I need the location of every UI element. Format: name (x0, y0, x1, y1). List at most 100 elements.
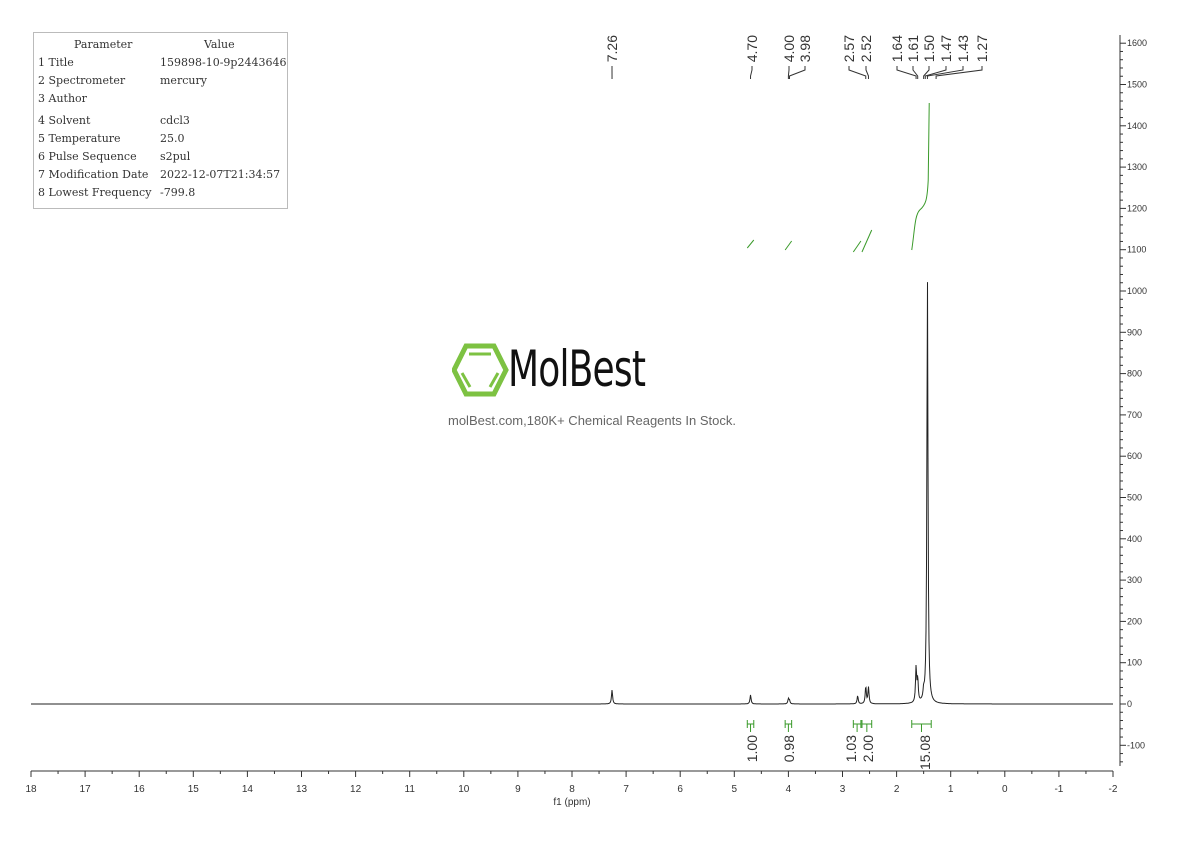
peak-label: 1.43 (955, 35, 971, 62)
x-tick-label: 16 (134, 784, 146, 795)
x-tick-label: 4 (786, 784, 792, 795)
param-value: 25.0 (160, 132, 185, 145)
param-value: mercury (160, 74, 207, 87)
molbest-logo-icon (452, 343, 509, 397)
y-tick-label: 1500 (1127, 80, 1147, 90)
param-value: s2pul (160, 150, 191, 163)
x-tick-label: 10 (458, 784, 470, 795)
x-tick-label: 6 (677, 784, 683, 795)
x-tick-label: -2 (1109, 784, 1118, 795)
y-tick-label: 1000 (1127, 286, 1147, 296)
integral-bracket (852, 720, 862, 732)
x-tick-label: 13 (296, 784, 308, 795)
x-tick-label: 12 (350, 784, 362, 795)
peak-label: 7.26 (604, 35, 620, 62)
peak-label-connector (787, 66, 790, 79)
y-tick-label: 900 (1127, 327, 1142, 337)
peak-label: 1.27 (974, 35, 990, 62)
tagline: molBest.com,180K+ Chemical Reagents In S… (448, 413, 736, 428)
x-tick-label: 8 (569, 784, 575, 795)
x-tick-label: 7 (623, 784, 629, 795)
integral-curve (784, 240, 793, 251)
x-tick-label: 2 (894, 784, 900, 795)
param-value: -799.8 (160, 186, 196, 199)
integral-value: 1.03 (843, 735, 859, 762)
y-tick-label: 500 (1127, 493, 1142, 503)
peak-label-connector (750, 66, 753, 79)
peak-label: 2.52 (858, 35, 874, 62)
y-tick-label: 700 (1127, 410, 1142, 420)
y-tick-label: 1600 (1127, 38, 1147, 48)
param-value: cdcl3 (160, 114, 190, 127)
peak-label-connector (896, 66, 917, 79)
y-tick-label: 1200 (1127, 203, 1147, 213)
peak-label: 4.00 (781, 35, 797, 62)
peak-label: 2.57 (841, 35, 857, 62)
param-name: 7 Modification Date (38, 168, 149, 181)
x-tick-label: 0 (1002, 784, 1008, 795)
peak-label: 1.64 (889, 35, 905, 62)
y-tick-label: 800 (1127, 369, 1142, 379)
x-tick-label: 1 (948, 784, 954, 795)
y-tick-label: 1400 (1127, 121, 1147, 131)
integral-curve (861, 229, 873, 253)
y-tick-label: 300 (1127, 575, 1142, 585)
peak-label-connector (923, 66, 930, 79)
value-header: Value (204, 38, 235, 51)
param-value: 2022-12-07T21:34:57 (160, 168, 281, 181)
parameter-table: Parameter Value 1 Title 159898-10-9p24436… (33, 32, 288, 209)
peak-label-connector (926, 66, 964, 79)
param-name: 4 Solvent (38, 114, 91, 127)
y-tick-label: 400 (1127, 534, 1142, 544)
y-tick-label: 1300 (1127, 162, 1147, 172)
x-tick-label: -1 (1054, 784, 1063, 795)
x-axis-label: f1 (ppm) (553, 797, 590, 808)
param-name: 6 Pulse Sequence (38, 150, 137, 163)
param-name: 1 Title (38, 56, 74, 69)
param-name: 3 Author (38, 92, 87, 105)
peak-label: 4.70 (744, 35, 760, 62)
integral-bracket (746, 720, 755, 732)
peak-label-connector (788, 66, 806, 79)
integral-curve (852, 240, 862, 253)
param-header: Parameter (74, 38, 133, 51)
integral-bracket (784, 720, 793, 732)
spectrum-trace (31, 282, 1113, 705)
x-tick-label: 11 (405, 784, 416, 795)
y-tick-label: -100 (1127, 740, 1145, 750)
integral-value: 2.00 (860, 735, 876, 762)
integral-bracket (861, 720, 873, 732)
x-tick-label: 9 (515, 784, 521, 795)
param-name: 5 Temperature (38, 132, 121, 145)
param-name: 8 Lowest Frequency (38, 186, 152, 199)
peak-label-connector (865, 66, 869, 79)
integral-value: 1.00 (744, 735, 760, 762)
y-tick-label: 600 (1127, 451, 1142, 461)
param-name: 2 Spectrometer (38, 74, 126, 87)
peak-label: 1.47 (938, 35, 954, 62)
x-tick-label: 17 (80, 784, 92, 795)
y-tick-label: 0 (1127, 699, 1132, 709)
x-tick-label: 18 (25, 784, 37, 795)
integral-bracket (911, 720, 932, 732)
y-tick-label: 1100 (1127, 245, 1146, 255)
x-tick-label: 3 (840, 784, 846, 795)
peak-label: 1.61 (905, 35, 921, 62)
param-value: 159898-10-9p2443646 (160, 56, 287, 69)
x-tick-label: 15 (188, 784, 200, 795)
peak-label-connector (924, 66, 947, 79)
y-tick-label: 200 (1127, 616, 1142, 626)
y-tick-label: 100 (1127, 658, 1142, 668)
x-tick-label: 14 (242, 784, 254, 795)
peak-label: 1.50 (921, 35, 937, 62)
integral-value: 15.08 (917, 735, 933, 770)
integral-curve (746, 239, 755, 249)
x-tick-label: 5 (732, 784, 738, 795)
peak-label-connector (935, 66, 983, 79)
peak-label-connector (912, 66, 919, 79)
peak-label: 3.98 (797, 35, 813, 62)
brand-name: MolBest (508, 340, 646, 398)
integral-curve (911, 102, 930, 251)
peak-label-connector (848, 66, 867, 79)
